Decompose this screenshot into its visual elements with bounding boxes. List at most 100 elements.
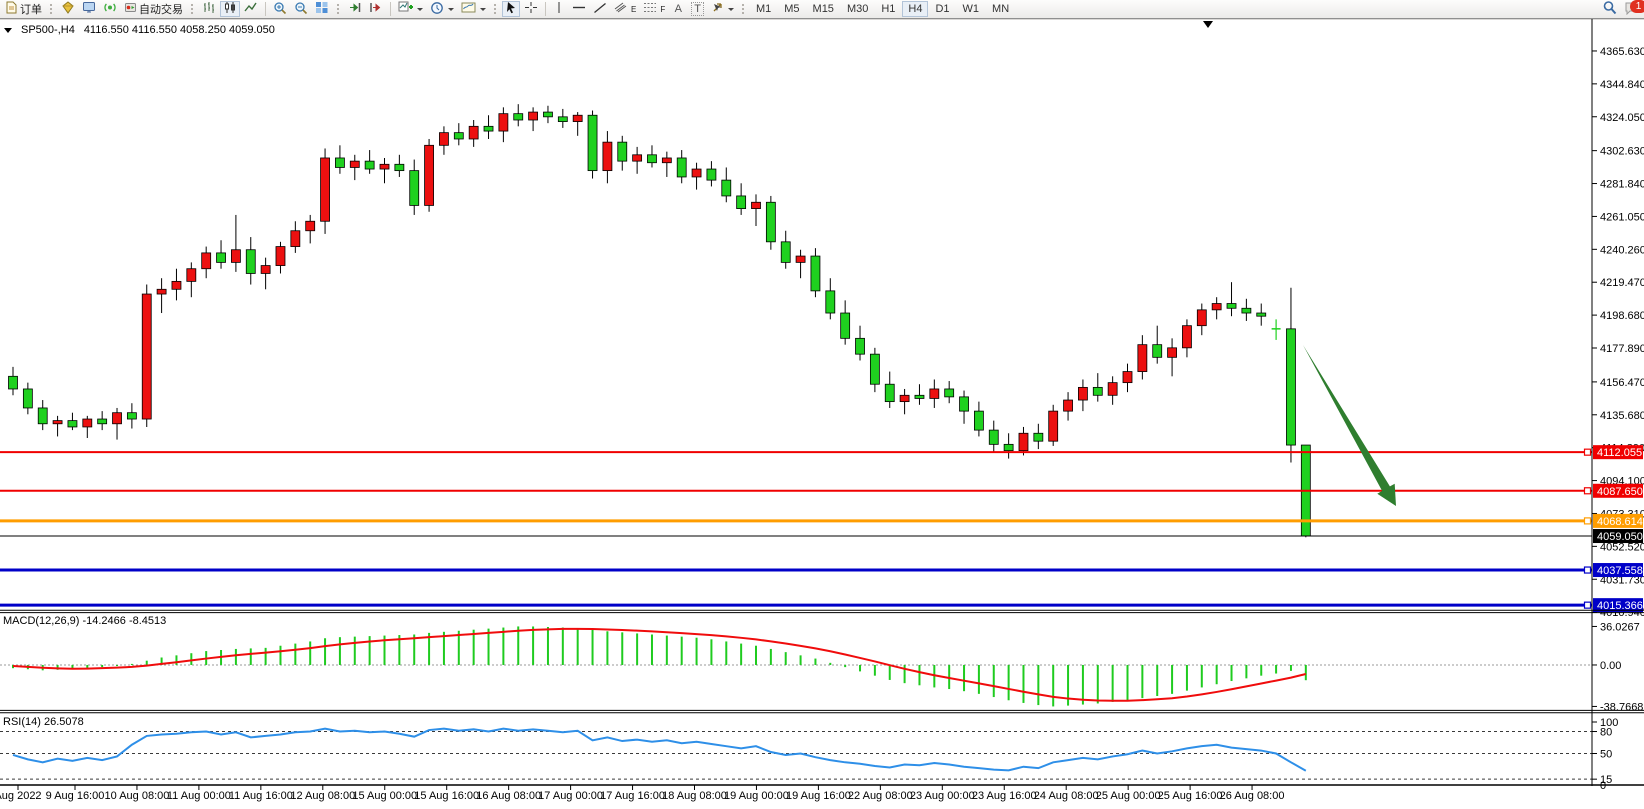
price-label-box[interactable] (1593, 513, 1643, 528)
timeframe-h4[interactable]: H4 (902, 1, 929, 17)
bar-chart-button[interactable] (199, 1, 219, 17)
dropdown-arrow-icon (417, 7, 423, 11)
cursor-button[interactable] (502, 1, 520, 17)
candle-body (1003, 443, 1014, 452)
chart-menu-triangle-icon[interactable] (4, 27, 12, 33)
template-icon (461, 1, 476, 17)
time-label: 22 Aug 08:00 (848, 790, 913, 802)
candle-body (706, 168, 717, 181)
hline-handle[interactable] (1583, 448, 1592, 456)
timeframe-m1[interactable]: M1 (750, 1, 777, 17)
price-label-box[interactable] (1593, 598, 1643, 613)
price-label-box[interactable] (1593, 529, 1643, 544)
auto-trading-button[interactable]: 自动交易 (121, 1, 186, 17)
candle-body (647, 154, 657, 164)
zoom-out-button[interactable] (291, 1, 311, 17)
timeframe-w1[interactable]: W1 (957, 1, 986, 17)
candle-body (171, 280, 182, 290)
time-label: 26 Aug 08:00 (1220, 790, 1285, 802)
tile-windows-button[interactable] (312, 1, 332, 17)
dropdown-arrow-icon (727, 7, 734, 11)
fibonacci-button[interactable]: F (640, 1, 668, 17)
search-button[interactable] (1599, 1, 1620, 17)
time-label: 24 Aug 08:00 (1034, 790, 1099, 802)
candle-body (1182, 325, 1192, 349)
candle-body (216, 252, 226, 263)
vertical-line-button[interactable] (550, 1, 568, 17)
candle-body (439, 132, 449, 146)
candle-body (305, 220, 316, 232)
crosshair-button[interactable] (521, 1, 541, 17)
arrows-button[interactable] (708, 1, 737, 17)
time-label: 17 Aug 00:00 (538, 790, 603, 802)
tile-windows-icon (315, 1, 329, 17)
candle-body (1018, 432, 1029, 452)
rsi-label: RSI(14) 26.5078 (3, 716, 84, 728)
trend-arrow-object[interactable] (1303, 345, 1396, 506)
time-label: 23 Aug 16:00 (972, 790, 1037, 802)
timeframe-m5[interactable]: M5 (778, 1, 805, 17)
time-label: 17 Aug 16:00 (600, 790, 665, 802)
candle-body (394, 163, 405, 172)
timeframe-m15[interactable]: M15 (807, 1, 840, 17)
hline-handle[interactable] (1583, 517, 1592, 525)
auto-scroll-button[interactable] (345, 1, 365, 17)
price-label-box[interactable] (1593, 483, 1643, 498)
market-watch-button[interactable] (58, 1, 78, 17)
candle-body (1063, 399, 1073, 412)
rsi-scale-label: 50 (1600, 749, 1612, 761)
timeframe-mn[interactable]: MN (986, 1, 1015, 17)
connection-button[interactable] (100, 1, 120, 17)
candle-body (1048, 410, 1059, 442)
text-label-button[interactable]: T (688, 1, 707, 17)
candle-body (483, 125, 494, 132)
line-chart-button[interactable] (241, 1, 261, 17)
chart-shift-marker[interactable] (1203, 21, 1213, 28)
candle-body (974, 410, 984, 431)
candle-body (424, 144, 434, 206)
timeframe-d1[interactable]: D1 (929, 1, 955, 17)
candle-body (260, 265, 271, 274)
clock-icon (430, 1, 444, 18)
hline-handle[interactable] (1583, 601, 1592, 609)
toolbar-grip (336, 2, 341, 16)
horizontal-line-button[interactable] (569, 1, 589, 17)
timeframe-h1[interactable]: H1 (875, 1, 901, 17)
candle-body (557, 116, 568, 122)
candle-body (1256, 312, 1267, 317)
text-button[interactable]: A (669, 1, 687, 17)
chart-shift-button[interactable] (366, 1, 386, 17)
price-label-box[interactable] (1593, 445, 1643, 460)
notification-badge: 1 (1630, 0, 1644, 13)
candle-body (97, 418, 108, 425)
metaeditor-button[interactable] (79, 1, 99, 17)
indicators-button[interactable] (395, 1, 426, 17)
periods-button[interactable] (427, 1, 457, 17)
candle-body (245, 249, 256, 274)
signal-icon (103, 1, 117, 17)
time-label: 23 Aug 00:00 (910, 790, 975, 802)
candle-body (661, 157, 672, 164)
zoom-in-button[interactable] (270, 1, 290, 17)
candle-body (736, 195, 747, 209)
candle-body (988, 429, 999, 445)
candlestick-chart-button[interactable] (220, 1, 240, 17)
notifications-button[interactable]: 1 (1621, 0, 1644, 17)
candle-body (22, 388, 33, 409)
price-label-box[interactable] (1593, 563, 1643, 578)
channel-button[interactable]: E (611, 1, 639, 17)
candle-body (498, 113, 509, 132)
templates-button[interactable] (458, 1, 489, 17)
hline-handle[interactable] (1583, 487, 1592, 495)
new-order-button[interactable]: 订单 (2, 1, 45, 17)
candle-body (602, 141, 613, 172)
trendline-button[interactable] (590, 1, 610, 17)
zoom-in-icon (273, 1, 287, 18)
blue-monitor-icon (82, 1, 96, 17)
timeframe-m30[interactable]: M30 (841, 1, 874, 17)
candle-body (914, 394, 925, 399)
cursor-arrow-icon (505, 1, 517, 17)
horizontal-line-icon (572, 1, 586, 17)
hline-handle[interactable] (1583, 566, 1592, 574)
